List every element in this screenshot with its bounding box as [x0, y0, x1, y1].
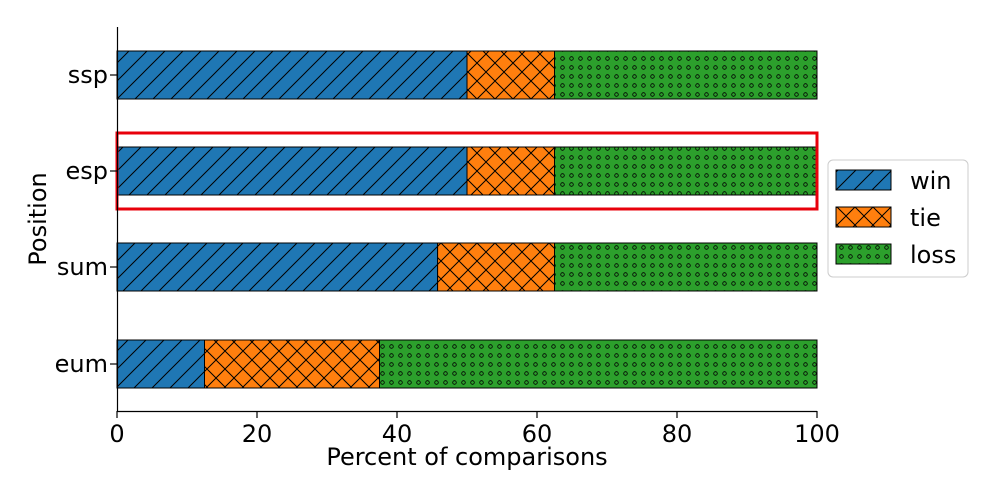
legend-swatch-loss [835, 243, 892, 265]
y-axis-title: Position [24, 172, 52, 265]
axes [116, 27, 817, 413]
legend-label-win: win [910, 167, 952, 195]
x-tick-label-40: 40 [382, 420, 413, 448]
legend-swatch-win [835, 169, 892, 191]
x-tick-label-60: 60 [522, 420, 553, 448]
legend-label-tie: tie [910, 204, 941, 232]
bar-sum-tie [437, 242, 556, 292]
bar-ssp-tie [466, 50, 555, 100]
x-tick-label-0: 0 [109, 420, 124, 448]
x-tick-label-100: 100 [794, 420, 840, 448]
x-tick-label-20: 20 [242, 420, 273, 448]
bar-sum-loss [554, 242, 818, 292]
legend: win tie loss [827, 159, 969, 278]
x-axis-title: Percent of comparisons [326, 443, 607, 471]
bar-esp-win [116, 146, 468, 196]
y-tick-label-eum: eum [55, 350, 108, 378]
legend-label-loss: loss [910, 241, 956, 269]
y-tick-label-sum: sum [57, 253, 108, 281]
bar-eum-loss [379, 339, 818, 389]
bar-eum-tie [204, 339, 380, 389]
bar-ssp-loss [554, 50, 818, 100]
bar-ssp-win [116, 50, 468, 100]
y-tick-label-esp: esp [65, 157, 108, 185]
y-ticks: ssp esp sum eum [55, 61, 117, 378]
x-tick-label-80: 80 [662, 420, 693, 448]
bar-esp-tie [466, 146, 555, 196]
bar-eum-win [116, 339, 205, 389]
bars-layer [116, 50, 818, 389]
x-ticks: 0 20 40 60 80 100 [109, 411, 840, 448]
y-tick-label-ssp: ssp [68, 61, 108, 89]
bar-sum-win [116, 242, 439, 292]
legend-swatch-tie [835, 206, 892, 228]
bar-esp-loss [554, 146, 818, 196]
